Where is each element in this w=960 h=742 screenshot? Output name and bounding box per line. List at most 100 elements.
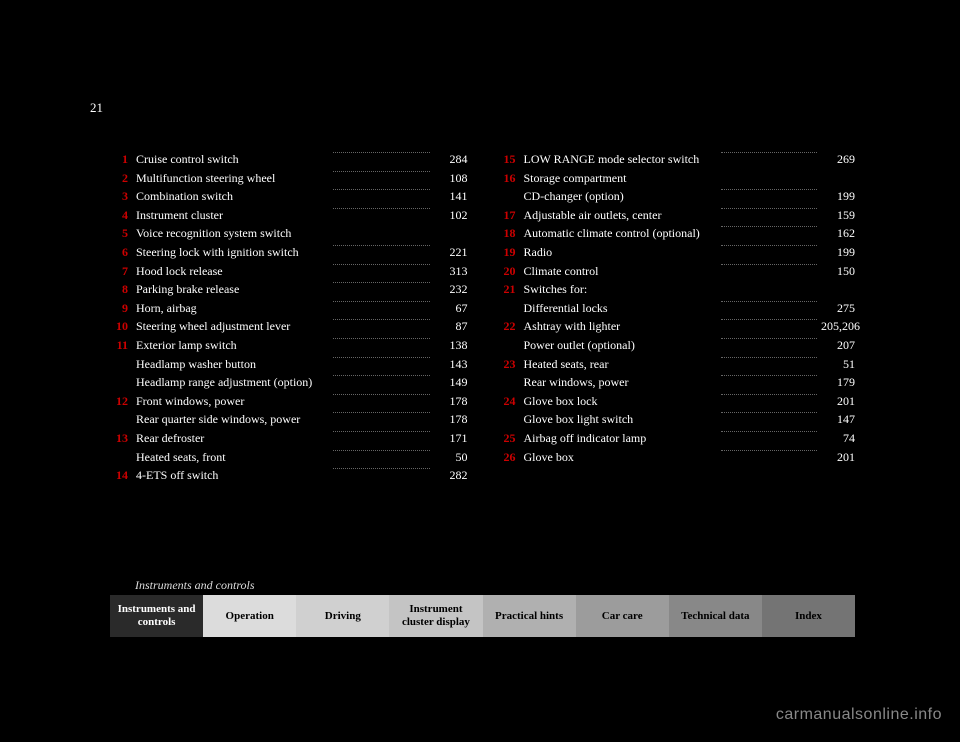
item-label: Glove box light switch: [524, 412, 717, 428]
item-label: Steering lock with ignition switch: [136, 245, 329, 261]
dot-leader: [333, 282, 430, 283]
dot-leader: [333, 375, 430, 376]
item-label: LOW RANGE mode selector switch: [524, 152, 717, 168]
item-number: 18: [498, 226, 524, 242]
index-row: 18Automatic climate control (optional) 16…: [498, 226, 856, 242]
item-number: 19: [498, 245, 524, 261]
page-ref: 143: [434, 357, 468, 373]
page-number: 21: [90, 100, 103, 116]
index-row: 6Steering lock with ignition switch221: [110, 245, 468, 261]
item-label: Headlamp washer button: [136, 357, 329, 373]
page-ref: 232: [434, 282, 468, 298]
index-row: 10Steering wheel adjustment lever87: [110, 319, 468, 335]
item-label: Heated seats, rear: [524, 357, 717, 373]
item-number: 22: [498, 319, 524, 335]
item-number: 7: [110, 264, 136, 280]
page-ref: 141: [434, 189, 468, 205]
item-label: Rear quarter side windows, power: [136, 412, 329, 428]
item-label: Airbag off indicator lamp: [524, 431, 717, 447]
item-number: 12: [110, 394, 136, 410]
nav-tab[interactable]: Practical hints: [483, 595, 576, 637]
item-number: 16: [498, 171, 524, 187]
dot-leader: [333, 245, 430, 246]
page-ref: 149: [434, 375, 468, 391]
item-number: 5: [110, 226, 136, 242]
item-label: 4-ETS off switch: [136, 468, 329, 484]
page-ref: 275: [821, 301, 855, 317]
item-number: 21: [498, 282, 524, 298]
two-column-list: 1Cruise control switch2842Multifunction …: [110, 152, 855, 487]
index-row: 26Glove box201: [498, 450, 856, 466]
dot-leader: [721, 264, 818, 265]
nav-tab[interactable]: Driving: [296, 595, 389, 637]
index-row: 11Exterior lamp switch138: [110, 338, 468, 354]
dot-leader: [333, 412, 430, 413]
left-column: 1Cruise control switch2842Multifunction …: [110, 152, 468, 487]
item-number: 17: [498, 208, 524, 224]
page-ref: 108: [434, 171, 468, 187]
page-ref: 221: [434, 245, 468, 261]
dot-leader: [721, 152, 818, 153]
page-ref: 178: [434, 394, 468, 410]
page-ref: 178: [434, 412, 468, 428]
page-ref: 284: [434, 152, 468, 168]
nav-tab[interactable]: Instruments and controls: [110, 595, 203, 637]
index-row: 21Switches for:: [498, 282, 856, 298]
item-label: Heated seats, front: [136, 450, 329, 466]
page-ref: 199: [821, 189, 855, 205]
index-row: 1Cruise control switch284: [110, 152, 468, 168]
item-label: Glove box lock: [524, 394, 717, 410]
item-label: Headlamp range adjustment (option): [136, 375, 329, 391]
index-row: 7Hood lock release 313: [110, 264, 468, 280]
page-ref: 147: [821, 412, 855, 428]
dot-leader: [333, 357, 430, 358]
index-row: Headlamp washer button 143: [110, 357, 468, 373]
nav-tab[interactable]: Index: [762, 595, 855, 637]
index-row: 25Airbag off indicator lamp74: [498, 431, 856, 447]
dot-leader: [333, 394, 430, 395]
dot-leader: [333, 301, 430, 302]
item-label: Ashtray with lighter: [524, 319, 717, 335]
item-label: Hood lock release: [136, 264, 329, 280]
dot-leader: [721, 226, 818, 227]
page-ref: 102: [434, 208, 468, 224]
index-row: 13Rear defroster171: [110, 431, 468, 447]
dot-leader: [721, 319, 818, 320]
item-label: Automatic climate control (optional): [524, 226, 717, 242]
dot-leader: [333, 189, 430, 190]
page-ref: 199: [821, 245, 855, 261]
item-number: 20: [498, 264, 524, 280]
item-label: Cruise control switch: [136, 152, 329, 168]
dot-leader: [333, 450, 430, 451]
dot-leader: [721, 412, 818, 413]
page-ref: 313: [434, 264, 468, 280]
index-row: Differential locks275: [498, 301, 856, 317]
index-row: 24Glove box lock201: [498, 394, 856, 410]
index-row: Power outlet (optional)207: [498, 338, 856, 354]
nav-tab[interactable]: Instrument cluster display: [389, 595, 482, 637]
page-ref: 51: [821, 357, 855, 373]
page-ref: 150: [821, 264, 855, 280]
nav-bar: Instruments and controlsOperationDriving…: [110, 595, 855, 637]
item-number: 13: [110, 431, 136, 447]
item-number: 11: [110, 338, 136, 354]
index-row: 19Radio 199: [498, 245, 856, 261]
right-column: 15LOW RANGE mode selector switch26916Sto…: [498, 152, 856, 487]
item-label: Power outlet (optional): [524, 338, 717, 354]
index-row: CD-changer (option)199: [498, 189, 856, 205]
item-number: 26: [498, 450, 524, 466]
index-row: 144-ETS off switch282: [110, 468, 468, 484]
item-number: 15: [498, 152, 524, 168]
item-label: Voice recognition system switch: [136, 226, 468, 242]
dot-leader: [333, 338, 430, 339]
nav-tab[interactable]: Technical data: [669, 595, 762, 637]
page-ref: 269: [821, 152, 855, 168]
nav-tab[interactable]: Operation: [203, 595, 296, 637]
page-ref: 87: [434, 319, 468, 335]
index-row: 22Ashtray with lighter205,206: [498, 319, 856, 335]
item-label: Switches for:: [524, 282, 856, 298]
item-label: Radio: [524, 245, 717, 261]
index-row: Glove box light switch 147: [498, 412, 856, 428]
nav-tab[interactable]: Car care: [576, 595, 669, 637]
page-ref: 162: [821, 226, 855, 242]
